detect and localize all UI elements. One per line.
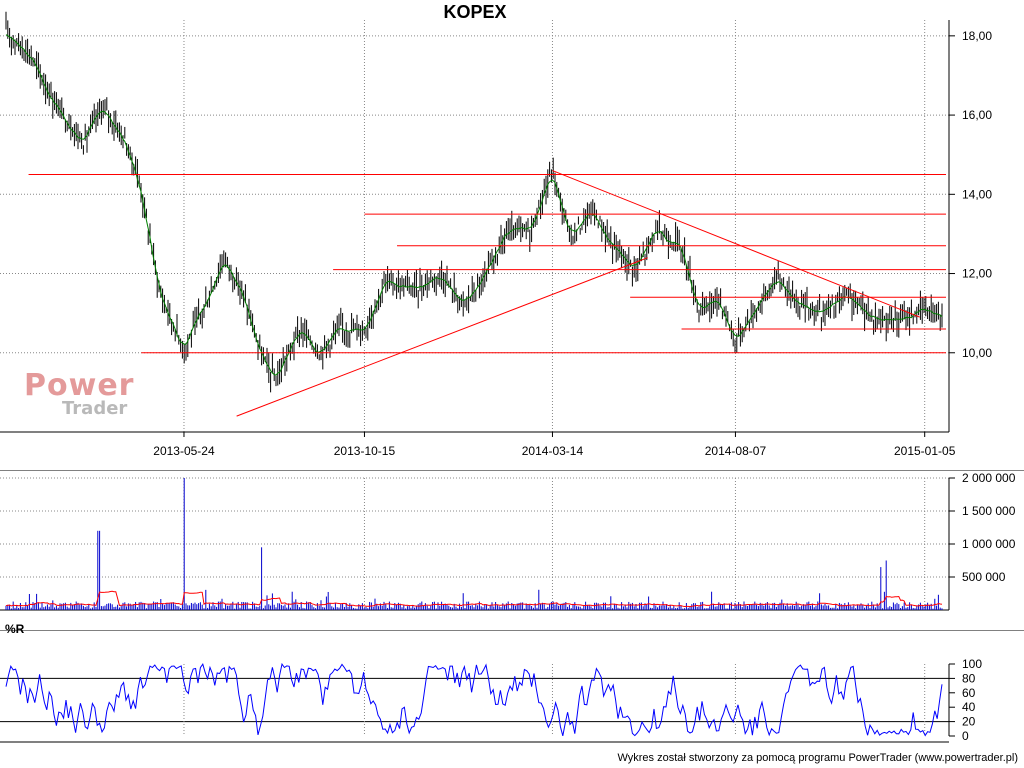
volume-y-tick-label: 2 000 000 bbox=[962, 471, 1016, 485]
price-y-tick-label: 10,00 bbox=[962, 346, 992, 360]
wr-y-tick-label: 0 bbox=[962, 729, 969, 743]
price-y-tick-label: 14,00 bbox=[962, 187, 992, 201]
logo-line1: Power bbox=[24, 368, 135, 403]
logo-line2: Trader bbox=[62, 398, 128, 419]
footer-text: Wykres został stworzony za pomocą progra… bbox=[617, 752, 1018, 764]
wr-panel-label: %R bbox=[5, 622, 25, 636]
powertrader-logo: Power Trader bbox=[22, 368, 172, 424]
wr-y-tick-label: 60 bbox=[962, 686, 976, 700]
price-x-tick-label: 2013-05-24 bbox=[153, 444, 215, 458]
price-trend-line bbox=[5, 34, 943, 376]
price-y-tick-label: 16,00 bbox=[962, 108, 992, 122]
trendline bbox=[552, 170, 920, 318]
chart-title: KOPEX bbox=[443, 2, 507, 22]
volume-y-tick-label: 1 000 000 bbox=[962, 537, 1016, 551]
price-y-tick-label: 12,00 bbox=[962, 267, 992, 281]
volume-y-tick-label: 500 000 bbox=[962, 570, 1006, 584]
trendline bbox=[236, 257, 648, 417]
wr-line bbox=[5, 662, 943, 737]
wr-y-tick-label: 40 bbox=[962, 700, 976, 714]
wr-y-tick-label: 100 bbox=[962, 657, 982, 671]
volume-y-tick-label: 1 500 000 bbox=[962, 504, 1016, 518]
price-x-tick-label: 2014-08-07 bbox=[705, 444, 767, 458]
price-panel: 10,00 12,00 14,00 16,00 18,00 2013-05-24 2013-… bbox=[0, 11, 992, 458]
price-x-tick-label: 2014-03-14 bbox=[522, 444, 584, 458]
price-y-tick-label: 18,00 bbox=[962, 29, 992, 43]
price-x-tick-label: 2013-10-15 bbox=[334, 444, 396, 458]
volume-panel: 500 000 1 000 000 1 500 000 2 000 000 bbox=[0, 470, 1024, 611]
price-x-tick-label: 2015-01-05 bbox=[894, 444, 956, 458]
volume-average-line bbox=[5, 590, 943, 608]
wr-y-tick-label: 80 bbox=[962, 671, 976, 685]
wr-y-tick-label: 20 bbox=[962, 715, 976, 729]
price-plot-area bbox=[0, 20, 949, 432]
